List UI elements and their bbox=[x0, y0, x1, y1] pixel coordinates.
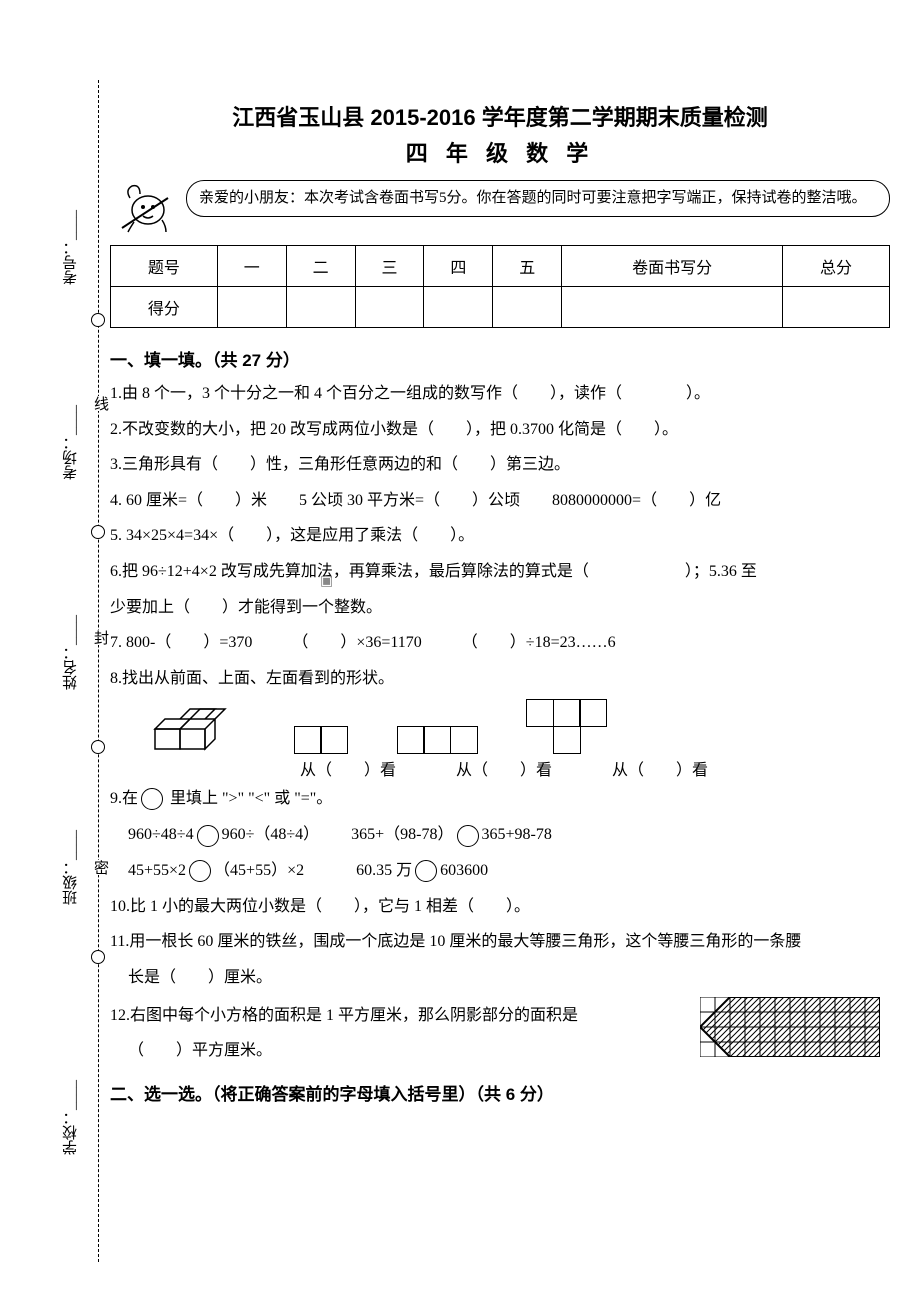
question-12-wrap: 12.右图中每个小方格的面积是 1 平方厘米，那么阴影部分的面积是 （ ）平方厘… bbox=[110, 997, 890, 1070]
cell-label: 得分 bbox=[111, 287, 218, 328]
cell: 五 bbox=[493, 246, 562, 287]
cell-label: 题号 bbox=[111, 246, 218, 287]
expr: 365+98-78 bbox=[482, 826, 552, 843]
circle-blank-icon[interactable] bbox=[141, 788, 163, 810]
q8-labels: 从（ ）看 从（ ）看 从（ ）看 bbox=[300, 756, 890, 780]
expr: 60.35 万 bbox=[356, 862, 412, 879]
q8-label: 从（ ）看 bbox=[456, 756, 552, 780]
mascot-icon bbox=[110, 180, 180, 235]
question-2: 2.不改变数的大小，把 20 改写成两位小数是（ ），把 0.3700 化简是（… bbox=[110, 413, 890, 447]
shaded-grid-icon bbox=[700, 997, 880, 1057]
page-content: 江西省玉山县 2015-2016 学年度第二学期期末质量检测 四 年 级 数 学… bbox=[0, 0, 920, 1141]
section-1-heading: 一、填一填。（共 27 分） bbox=[110, 346, 890, 371]
cell: 卷面书写分 bbox=[562, 246, 783, 287]
section-2-heading: 二、选一选。（将正确答案前的字母填入括号里）（共 6 分） bbox=[110, 1080, 890, 1105]
question-8: 8.找出从前面、上面、左面看到的形状。 bbox=[110, 662, 890, 696]
question-9: 9.在 里填上 ">" "<" 或 "="。 bbox=[110, 782, 890, 816]
expr: 365+（98-78） bbox=[351, 826, 453, 843]
cell: 一 bbox=[217, 246, 286, 287]
cell-blank[interactable] bbox=[783, 287, 890, 328]
cell: 总分 bbox=[783, 246, 890, 287]
expr: 960÷48÷4 bbox=[128, 826, 194, 843]
shape-2cells-icon bbox=[295, 726, 348, 754]
q8-label: 从（ ）看 bbox=[612, 756, 708, 780]
cell-blank[interactable] bbox=[355, 287, 424, 328]
circle-blank-icon[interactable] bbox=[189, 860, 211, 882]
question-6b: 少要加上（ ）才能得到一个整数。 bbox=[110, 591, 890, 625]
expr: 603600 bbox=[440, 862, 488, 879]
question-4: 4. 60 厘米=（ ）米 5 公顷 30 平方米=（ ）公顷 80800000… bbox=[110, 484, 890, 518]
question-10: 10.比 1 小的最大两位小数是（ ），它与 1 相差（ ）。 bbox=[110, 890, 890, 924]
q9-row2: 45+55×2 （45+55）×2 60.35 万 603600 bbox=[110, 853, 890, 888]
question-12b: （ ）平方厘米。 bbox=[110, 1034, 680, 1068]
cube-3d-icon bbox=[150, 704, 245, 754]
q8-shapes-row bbox=[150, 699, 890, 754]
score-table: 题号 一 二 三 四 五 卷面书写分 总分 得分 bbox=[110, 245, 890, 328]
expr: 960÷（48÷4） bbox=[222, 826, 320, 843]
table-row: 题号 一 二 三 四 五 卷面书写分 总分 bbox=[111, 246, 890, 287]
circle-blank-icon[interactable] bbox=[197, 825, 219, 847]
table-row: 得分 bbox=[111, 287, 890, 328]
question-12: 12.右图中每个小方格的面积是 1 平方厘米，那么阴影部分的面积是 bbox=[110, 999, 680, 1033]
cell: 三 bbox=[355, 246, 424, 287]
question-11b: 长是（ ）厘米。 bbox=[110, 961, 890, 995]
q9-row1: 960÷48÷4 960÷（48÷4） 365+（98-78） 365+98-78 bbox=[110, 817, 890, 852]
question-11: 11.用一根长 60 厘米的铁丝，围成一个底边是 10 厘米的最大等腰三角形，这… bbox=[110, 925, 890, 959]
title-sub: 四 年 级 数 学 bbox=[110, 136, 890, 168]
notice-text: 亲爱的小朋友：本次考试含卷面书写5分。你在答题的同时可要注意把字写端正，保持试卷… bbox=[186, 180, 890, 217]
cell: 二 bbox=[286, 246, 355, 287]
cell-blank[interactable] bbox=[286, 287, 355, 328]
q9-prefix: 9.在 bbox=[110, 790, 138, 807]
cell-blank[interactable] bbox=[424, 287, 493, 328]
notice-box: 亲爱的小朋友：本次考试含卷面书写5分。你在答题的同时可要注意把字写端正，保持试卷… bbox=[110, 180, 890, 235]
cell: 四 bbox=[424, 246, 493, 287]
q9-suffix: 里填上 ">" "<" 或 "="。 bbox=[170, 790, 332, 807]
question-3: 3.三角形具有（ ）性，三角形任意两边的和（ ）第三边。 bbox=[110, 448, 890, 482]
question-7: 7. 800-（ ）=370 （ ）×36=1170 （ ）÷18=23……6 bbox=[110, 626, 890, 660]
expr: 45+55×2 bbox=[128, 862, 186, 879]
rocket-icon: ▣ bbox=[320, 573, 333, 590]
question-5: 5. 34×25×4=34×（ ），这是应用了乘法（ ）。 bbox=[110, 519, 890, 553]
circle-blank-icon[interactable] bbox=[415, 860, 437, 882]
cell-blank[interactable] bbox=[493, 287, 562, 328]
expr: （45+55）×2 bbox=[214, 862, 304, 879]
cell-blank[interactable] bbox=[562, 287, 783, 328]
circle-blank-icon[interactable] bbox=[457, 825, 479, 847]
question-6: 6.把 96÷12+4×2 改写成先算加法，再算乘法，最后算除法的算式是（ ）；… bbox=[110, 555, 890, 589]
shape-3cells-icon bbox=[398, 726, 478, 754]
title-main: 江西省玉山县 2015-2016 学年度第二学期期末质量检测 bbox=[110, 100, 890, 132]
q8-label: 从（ ）看 bbox=[300, 756, 396, 780]
cell-blank[interactable] bbox=[217, 287, 286, 328]
question-1: 1.由 8 个一，3 个十分之一和 4 个百分之一组成的数写作（ ），读作（ ）… bbox=[110, 377, 890, 411]
shape-t-icon bbox=[528, 699, 608, 754]
